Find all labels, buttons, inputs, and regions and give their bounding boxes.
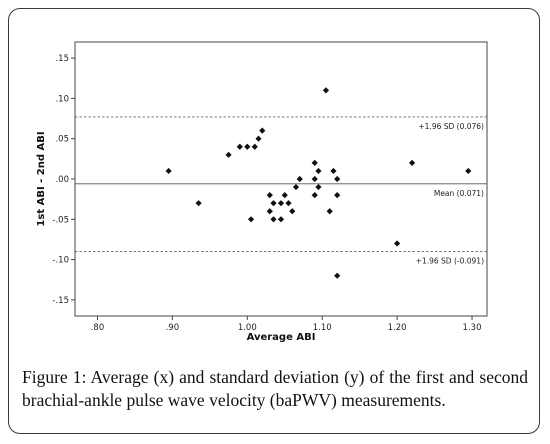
- y-tick-label: .00: [55, 175, 69, 185]
- mean-line-label: Mean (0.071): [434, 189, 484, 198]
- y-axis-title: 1st ABI - 2nd ABI: [36, 131, 47, 226]
- data-point: [315, 167, 322, 175]
- data-point: [334, 272, 341, 279]
- x-tick-label: 1.30: [463, 323, 482, 333]
- data-point: [289, 208, 296, 215]
- data-point: [236, 143, 243, 150]
- plot-area: [74, 41, 488, 317]
- data-point: [292, 183, 300, 191]
- data-point: [465, 167, 472, 175]
- x-tick-label: 1.00: [238, 323, 257, 333]
- reference-line-labels: +1.96 SD (0.076) Mean (0.071) +1.96 SD (-0…: [416, 122, 484, 266]
- data-point: [259, 127, 266, 134]
- x-tick-label: 1.20: [388, 323, 407, 333]
- data-point: [330, 167, 337, 175]
- data-point: [251, 143, 258, 150]
- y-axis-ticks: .15 .10 .05 .00 -.05 -.10 -.15: [52, 54, 75, 306]
- data-point: [270, 200, 277, 207]
- data-point: [270, 216, 277, 223]
- data-point: [315, 183, 322, 191]
- y-tick-label: .15: [55, 54, 69, 64]
- data-point: [266, 208, 273, 215]
- y-tick-label: .10: [55, 94, 69, 104]
- x-axis-title: Average ABI: [247, 332, 316, 343]
- data-point: [277, 200, 285, 207]
- data-point: [281, 192, 288, 199]
- data-point: [225, 151, 232, 158]
- x-axis-ticks: .80 .90 1.00 1.10 1.20 1.30: [91, 316, 482, 333]
- data-point: [326, 208, 333, 215]
- data-point: [266, 192, 273, 199]
- reference-lines: [75, 116, 487, 252]
- y-tick-label: -.10: [52, 256, 69, 266]
- data-point: [311, 192, 318, 199]
- data-point: [285, 200, 292, 207]
- bland-altman-chart: .80 .90 1.00 1.10 1.20 1.30 .15 .10 .05 .00 -.05 -…: [36, 41, 488, 343]
- x-tick-label: .90: [166, 323, 180, 333]
- data-point: [408, 159, 416, 166]
- data-point: [247, 216, 255, 223]
- data-point: [277, 216, 285, 223]
- data-point: [394, 240, 401, 247]
- figure-caption: Figure 1: Average (x) and standard devia…: [22, 366, 528, 412]
- x-tick-label: .80: [91, 323, 105, 333]
- data-point: [244, 143, 251, 150]
- y-tick-label: -.15: [52, 296, 69, 306]
- limit-line-label: +1.96 SD (0.076): [418, 122, 484, 131]
- data-point: [255, 135, 262, 142]
- data-point: [311, 175, 318, 183]
- caption-text: Average (x) and standard deviation (y) o…: [22, 367, 528, 410]
- x-tick-label: 1.10: [313, 323, 332, 333]
- data-point: [334, 175, 341, 183]
- y-tick-label: -.05: [52, 215, 69, 225]
- data-point: [165, 167, 172, 175]
- caption-label: Figure 1:: [22, 367, 87, 387]
- data-point: [311, 159, 318, 166]
- data-point: [334, 192, 341, 199]
- scatter-points: [165, 87, 472, 279]
- data-point: [195, 200, 202, 207]
- data-point: [296, 175, 303, 183]
- limit-line-label: +1.96 SD (-0.091): [416, 257, 484, 266]
- y-tick-label: .05: [55, 135, 69, 145]
- data-point: [322, 87, 330, 94]
